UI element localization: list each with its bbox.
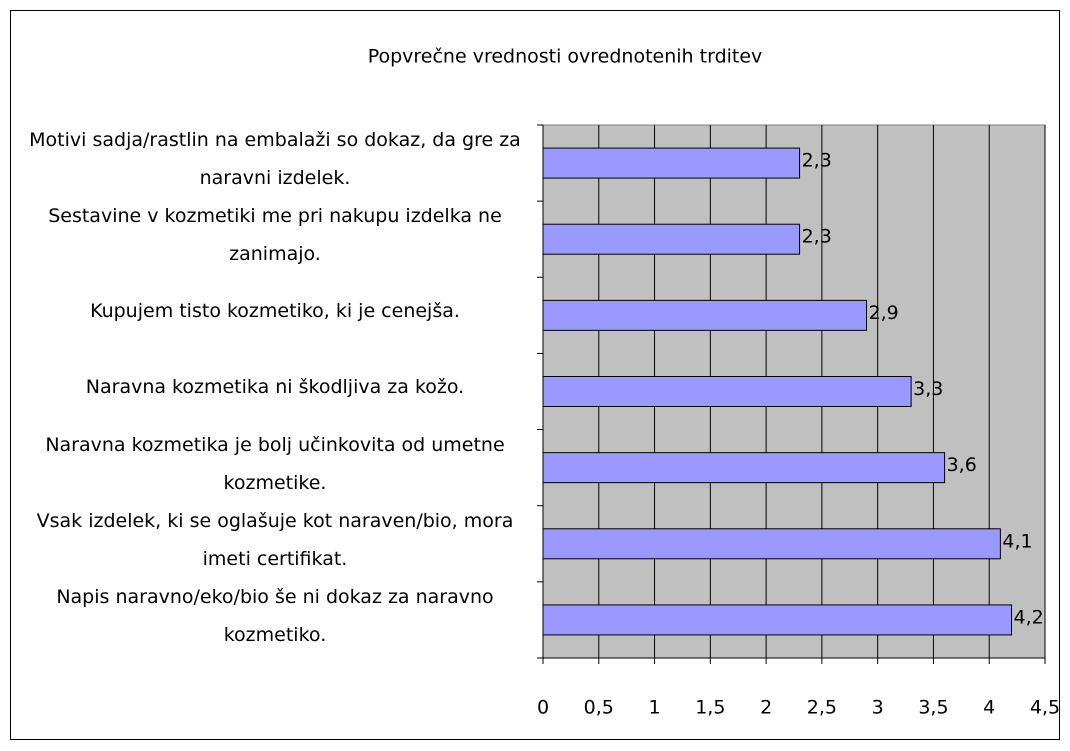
data-label: 4,2 xyxy=(1014,606,1044,628)
x-tick-label: 0,5 xyxy=(584,697,614,719)
x-tick-label: 3,5 xyxy=(918,697,948,719)
data-label: 2,3 xyxy=(802,150,832,172)
data-label: 2,9 xyxy=(869,302,899,324)
x-tick-label: 1,5 xyxy=(695,697,725,719)
bar xyxy=(542,147,801,179)
y-tick-label: Napis naravno/eko/bio še ni dokaz za nar… xyxy=(56,585,494,646)
y-tick-label: Vsak izdelek, ki se oglašuje kot naraven… xyxy=(36,509,514,570)
bar xyxy=(542,452,946,484)
x-tick-label: 3 xyxy=(872,697,884,719)
data-label: 2,3 xyxy=(802,226,832,248)
x-tick-label: 4 xyxy=(983,697,995,719)
y-tick-label: Motivi sadja/rastlin na embalaži so doka… xyxy=(29,129,521,190)
data-label: 3,6 xyxy=(947,454,977,476)
x-tick-label: 4,5 xyxy=(1030,697,1060,719)
bar xyxy=(542,223,801,255)
x-tick-label: 1 xyxy=(649,697,661,719)
y-tick-label: Kupujem tisto kozmetiko, ki je cenejša. xyxy=(90,300,460,323)
bar xyxy=(542,528,1001,560)
y-tick-label: Naravna kozmetika je bolj učinkovita od … xyxy=(45,433,505,494)
bar xyxy=(542,376,912,407)
y-tick-label: Naravna kozmetika ni škodljiva za kožo. xyxy=(85,376,465,399)
chart-title: Popvrečne vrednosti ovrednotenih trditev xyxy=(368,46,763,68)
x-tick-label: 2 xyxy=(760,697,772,719)
data-label: 4,1 xyxy=(1002,530,1032,552)
y-tick-label: Sestavine v kozmetiki me pri nakupu izde… xyxy=(48,205,502,266)
x-tick-label: 0 xyxy=(537,697,549,719)
x-tick-label: 2,5 xyxy=(807,697,837,719)
data-label: 3,3 xyxy=(913,378,943,400)
bar xyxy=(542,604,1013,636)
bar xyxy=(542,299,868,331)
